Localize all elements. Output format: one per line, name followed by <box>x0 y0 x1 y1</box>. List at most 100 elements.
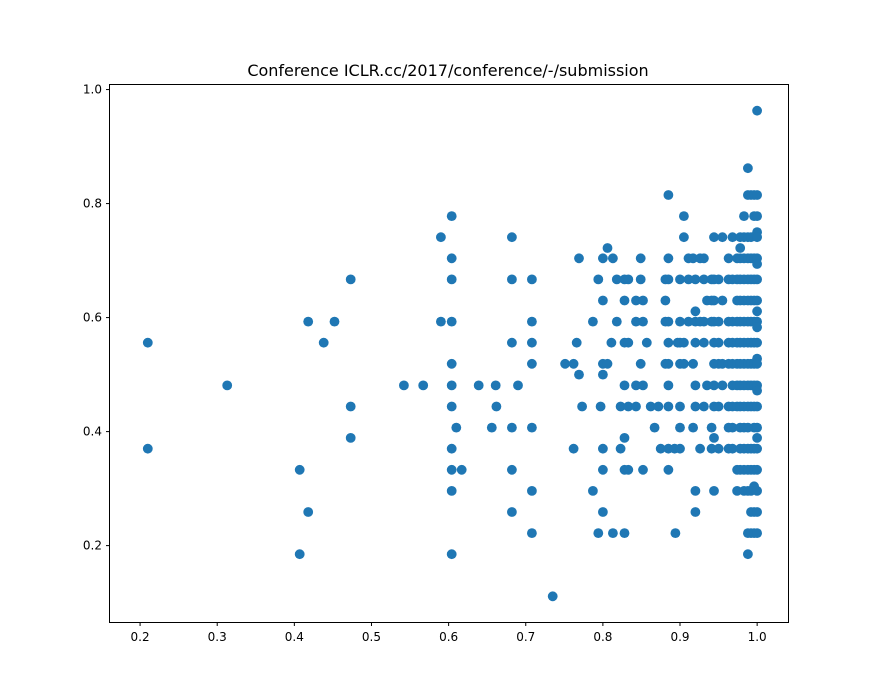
x-tick-label: 0.5 <box>362 630 381 644</box>
data-point <box>695 443 705 454</box>
data-point <box>571 337 582 348</box>
data-point <box>598 295 608 306</box>
data-point <box>702 380 712 391</box>
data-point <box>608 528 618 538</box>
data-point <box>739 211 749 222</box>
data-point <box>752 105 762 116</box>
data-point <box>752 507 762 517</box>
data-point <box>723 253 734 264</box>
data-point <box>507 507 517 517</box>
data-point <box>619 295 630 306</box>
data-point <box>735 243 746 253</box>
data-point <box>473 380 484 391</box>
data-point <box>635 253 646 264</box>
data-point <box>663 358 674 369</box>
data-point <box>623 274 634 285</box>
data-point <box>670 528 681 538</box>
data-point <box>752 401 762 412</box>
data-point <box>608 253 618 264</box>
data-point <box>635 274 646 285</box>
data-point <box>713 443 724 454</box>
data-point <box>727 232 738 243</box>
data-point <box>577 401 587 412</box>
data-point <box>663 401 674 412</box>
data-point <box>436 232 446 243</box>
data-point <box>706 443 717 454</box>
data-point <box>675 443 685 454</box>
data-point <box>527 316 537 327</box>
x-tick-label: 0.9 <box>670 630 689 644</box>
data-point <box>527 337 537 348</box>
data-point <box>713 401 724 412</box>
data-point <box>752 486 762 496</box>
data-point <box>752 528 762 538</box>
data-point <box>732 486 742 496</box>
data-point <box>294 464 305 475</box>
data-point <box>595 401 606 412</box>
data-point <box>752 464 762 475</box>
data-point <box>507 337 517 348</box>
data-point <box>491 401 502 412</box>
y-tick-label: 0.2 <box>83 539 102 553</box>
data-point <box>623 464 634 475</box>
data-point <box>598 507 608 517</box>
data-point <box>709 433 719 443</box>
x-tick-label: 0.2 <box>131 630 150 644</box>
data-point <box>623 337 634 348</box>
data-point <box>713 337 724 348</box>
data-point <box>446 358 457 369</box>
data-point <box>709 380 719 391</box>
data-point <box>635 358 646 369</box>
x-tick-label: 0.7 <box>516 630 535 644</box>
plot-frame <box>109 84 789 623</box>
data-point <box>663 316 674 327</box>
data-point <box>446 443 457 454</box>
data-point <box>574 369 584 380</box>
data-point <box>699 274 709 285</box>
data-point <box>752 211 762 222</box>
data-point <box>717 295 728 306</box>
data-point <box>699 401 709 412</box>
x-tick-label: 0.3 <box>208 630 227 644</box>
data-point <box>294 549 305 560</box>
data-point <box>688 253 698 264</box>
x-tick-label: 0.4 <box>285 630 304 644</box>
data-point <box>602 358 613 369</box>
data-point <box>727 422 738 433</box>
data-point <box>752 274 762 285</box>
data-point <box>446 316 457 327</box>
data-point <box>611 316 622 327</box>
data-point <box>623 401 634 412</box>
data-point <box>345 274 356 285</box>
data-point <box>645 401 656 412</box>
data-point <box>727 443 738 454</box>
data-point <box>709 232 719 243</box>
data-point <box>446 274 457 285</box>
data-point <box>743 163 753 174</box>
data-point <box>507 274 517 285</box>
data-point <box>527 358 537 369</box>
data-point <box>142 337 153 348</box>
data-point <box>679 337 689 348</box>
data-point <box>568 443 579 454</box>
data-point <box>690 486 701 496</box>
data-point <box>619 433 630 443</box>
data-point <box>709 486 719 496</box>
data-point <box>631 380 641 391</box>
data-point <box>486 422 497 433</box>
data-point <box>318 337 329 348</box>
data-point <box>631 295 641 306</box>
data-point <box>418 380 429 391</box>
data-point <box>752 306 762 317</box>
x-tick-label: 0.6 <box>439 630 458 644</box>
data-point <box>675 401 685 412</box>
data-point <box>574 253 584 264</box>
data-point <box>598 253 608 264</box>
data-point <box>688 358 698 369</box>
y-tick-label: 0.8 <box>83 197 102 211</box>
data-point <box>446 380 457 391</box>
data-point <box>436 316 446 327</box>
data-point <box>679 211 689 222</box>
data-point <box>507 464 517 475</box>
data-point <box>619 380 630 391</box>
